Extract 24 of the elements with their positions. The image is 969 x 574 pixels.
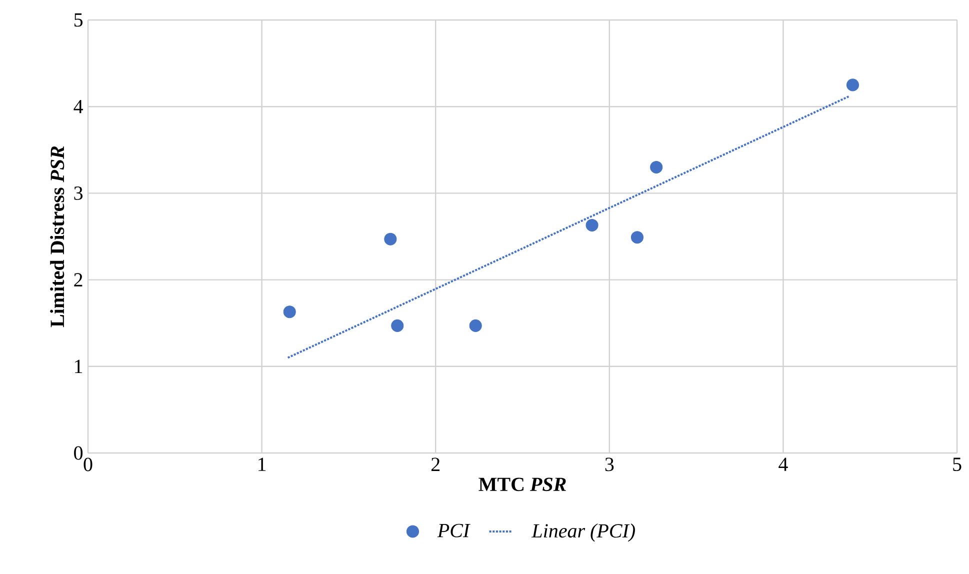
point bbox=[630, 231, 644, 244]
y-tick-label: 0 bbox=[74, 446, 83, 460]
y-axis-title: Limited Distress PSR bbox=[50, 146, 64, 328]
x-tick-label: 5 bbox=[953, 458, 962, 471]
legend-label: Linear (PCI) bbox=[531, 524, 635, 542]
x-tick-label: 1 bbox=[258, 458, 266, 471]
y-tick-label: 2 bbox=[74, 273, 82, 286]
x-tick-label: 3 bbox=[605, 458, 614, 472]
point bbox=[384, 232, 397, 246]
y-tick-label: 5 bbox=[74, 13, 83, 27]
point bbox=[846, 78, 860, 92]
y-tick-label: 3 bbox=[74, 186, 83, 200]
point bbox=[650, 160, 663, 174]
point bbox=[586, 218, 598, 232]
x-tick-label: 0 bbox=[84, 458, 92, 472]
y-tick-label: 1 bbox=[75, 360, 82, 373]
point bbox=[469, 319, 482, 332]
legend-label: PCI bbox=[437, 524, 470, 538]
point bbox=[391, 319, 404, 332]
x-axis-title: MTC PSR bbox=[478, 478, 566, 492]
x-tick-label: 4 bbox=[778, 458, 788, 471]
x-tick-label: 2 bbox=[431, 458, 440, 471]
point bbox=[283, 306, 296, 318]
y-tick-label: 4 bbox=[74, 100, 83, 114]
